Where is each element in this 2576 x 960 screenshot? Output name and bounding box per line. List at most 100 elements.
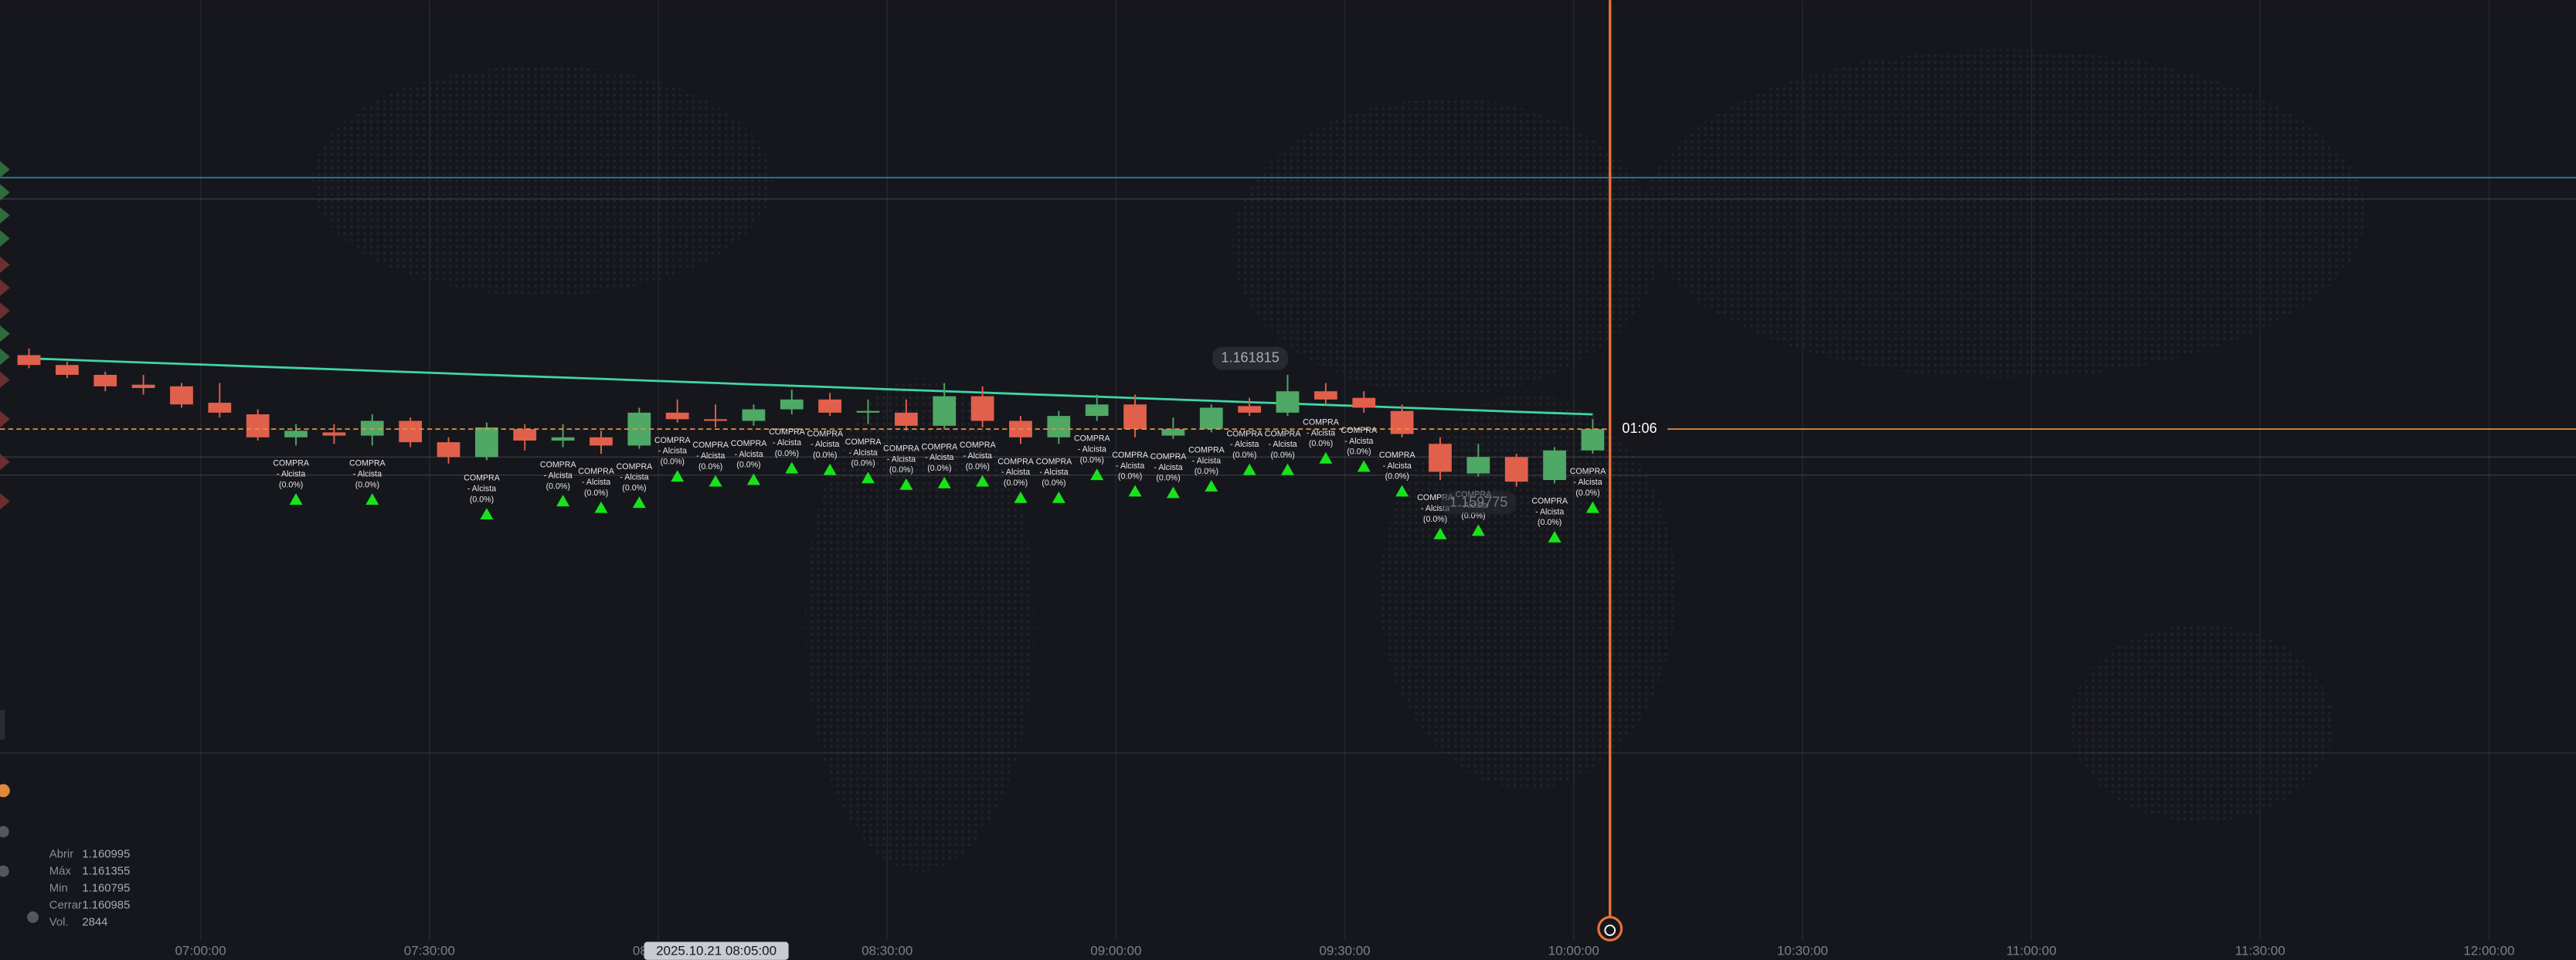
candle-body <box>1276 391 1300 413</box>
left-markers <box>0 161 39 924</box>
ohlc-value: 1.160795 <box>82 883 130 895</box>
x-tick-label: 12:00:00 <box>2463 944 2514 958</box>
signal-label: (0.0%) <box>470 495 494 504</box>
signal-arrow <box>289 493 303 505</box>
timer-button[interactable] <box>1597 915 1623 941</box>
signal-label: COMPRA <box>1112 451 1149 460</box>
signal-label: COMPRA <box>1570 467 1607 476</box>
signal-label: (0.0%) <box>355 480 379 489</box>
signal-label: - Alcista <box>734 450 763 459</box>
candle-body <box>322 432 346 436</box>
signal-label: - Alcista <box>925 453 953 462</box>
signal-arrow <box>746 473 760 485</box>
signal-label: - Alcista <box>1230 440 1259 449</box>
signal-label: (0.0%) <box>1309 439 1333 448</box>
ohlc-label: Cerrar <box>49 899 82 911</box>
signal-label: - Alcista <box>887 454 916 464</box>
min-marker: 1.159775 <box>1449 494 1507 509</box>
signal-label: - Alcista <box>544 471 573 481</box>
signal-label: COMPRA <box>1188 446 1225 455</box>
candle-body <box>742 409 766 421</box>
candle-body <box>1429 444 1452 472</box>
signal-label: (0.0%) <box>584 489 608 498</box>
signal-label: COMPRA <box>997 457 1035 466</box>
candle-body <box>627 412 651 446</box>
candle-body <box>856 410 880 413</box>
signal-label: COMPRA <box>731 439 768 448</box>
signal-label: - Alcista <box>1344 437 1373 446</box>
candle-body <box>551 437 575 441</box>
candle-body <box>437 442 460 458</box>
signal-label: (0.0%) <box>1423 515 1447 524</box>
grid: 07:00:0007:30:0008:00:0008:30:0009:00:00… <box>175 0 2515 958</box>
signal-label: COMPRA <box>1074 434 1111 444</box>
signal-arrow <box>1319 451 1333 464</box>
signal-label: - Alcista <box>1269 440 1297 449</box>
signal-label: (0.0%) <box>698 462 722 471</box>
signal-label: - Alcista <box>1192 456 1221 465</box>
signal-label: (0.0%) <box>622 483 646 492</box>
signal-label: COMPRA <box>540 461 577 470</box>
signal-label: - Alcista <box>1573 478 1602 487</box>
signal-label: (0.0%) <box>736 461 760 470</box>
signal-arrow <box>671 470 685 482</box>
signal-arrow <box>861 471 875 484</box>
candle-body <box>1466 457 1490 474</box>
signal-label: COMPRA <box>1036 457 1073 466</box>
candle-body <box>970 396 994 421</box>
signal-arrow <box>1471 524 1485 536</box>
signal-label: (0.0%) <box>1156 474 1180 483</box>
candle-body <box>170 386 193 405</box>
signal-arrow <box>1281 463 1295 475</box>
candle-body <box>1504 457 1528 482</box>
signal-label: COMPRA <box>349 459 386 468</box>
candle-body <box>1238 406 1262 413</box>
candle-body <box>1581 429 1605 451</box>
signal-arrow <box>823 463 837 475</box>
signal-arrow <box>480 508 494 520</box>
candle-body <box>93 374 117 386</box>
signal-label: - Alcista <box>1154 463 1182 472</box>
signal-label: (0.0%) <box>1385 472 1409 482</box>
signal-label: (0.0%) <box>1270 451 1294 460</box>
candle-body <box>399 420 423 443</box>
signal-arrow <box>1052 491 1065 503</box>
signal-arrow <box>1128 485 1142 497</box>
average-line <box>29 357 1593 416</box>
signal-label: COMPRA <box>922 442 959 451</box>
signal-label: (0.0%) <box>546 482 570 491</box>
signal-label: - Alcista <box>849 448 878 458</box>
signal-label: COMPRA <box>960 441 997 450</box>
signal-label: - Alcista <box>467 484 496 493</box>
signal-label: COMPRA <box>807 429 844 438</box>
x-tick-label: 08:30:00 <box>861 944 912 958</box>
ohlc-label: Abrir <box>49 849 73 861</box>
candle-body <box>1352 397 1376 408</box>
signal-label: COMPRA <box>692 441 729 450</box>
candle-body <box>818 399 842 413</box>
signal-arrow <box>1166 486 1180 499</box>
signal-label: (0.0%) <box>1347 448 1371 457</box>
candle-body <box>665 412 689 420</box>
candle-body <box>1047 416 1071 437</box>
countdown: 01:06 <box>1622 420 1657 436</box>
signal-arrow <box>785 461 799 474</box>
signal-label: COMPRA <box>883 444 920 453</box>
x-tick-label: 09:00:00 <box>1090 944 1141 958</box>
signal-label: - Alcista <box>696 451 725 461</box>
x-tick-label: 09:30:00 <box>1319 944 1370 958</box>
signal-label: (0.0%) <box>851 459 875 468</box>
signal-label: - Alcista <box>582 478 610 487</box>
ohlc-value: 1.160985 <box>82 899 130 911</box>
signal-arrow <box>976 475 990 487</box>
signal-label: COMPRA <box>578 467 615 476</box>
candle-body <box>780 399 804 410</box>
signal-label: - Alcista <box>1116 461 1144 471</box>
signal-label: COMPRA <box>1303 417 1340 427</box>
signal-label: - Alcista <box>658 447 687 456</box>
signal-arrow <box>1433 527 1447 540</box>
signal-label: - Alcista <box>1039 468 1068 477</box>
crosshair-time: 2025.10.21 08:05:00 <box>656 944 777 958</box>
